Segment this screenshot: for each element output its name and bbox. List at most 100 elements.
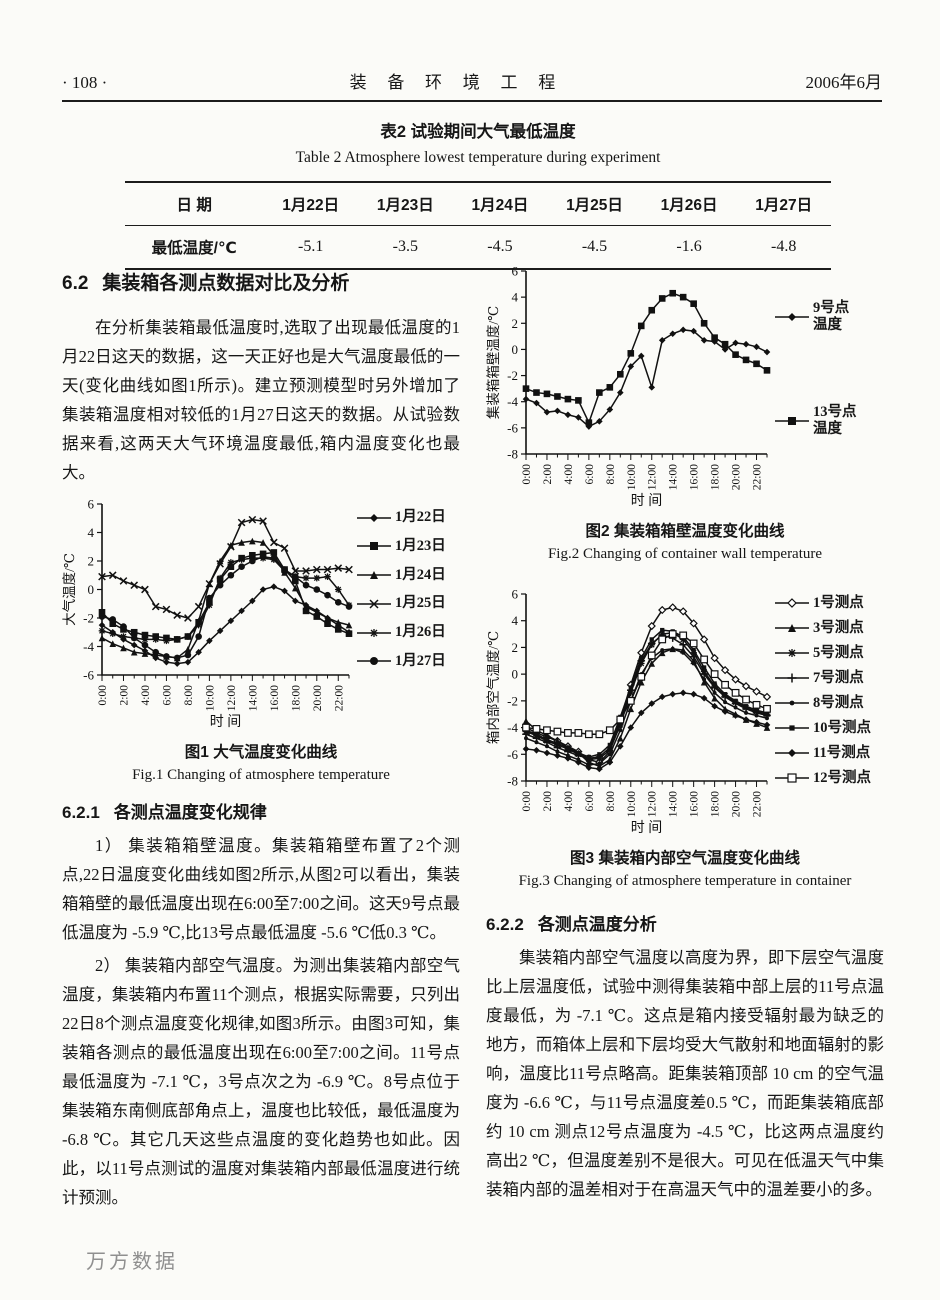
svg-text:-4: -4 [507,720,518,735]
svg-text:-8: -8 [507,774,518,789]
legend-item: 12号测点 [774,770,882,787]
svg-text:-4: -4 [83,639,94,654]
svg-text:22:00: 22:00 [752,791,764,817]
section-number: 6.2.2 [486,915,524,934]
table-header-cell: 1月26日 [660,197,718,214]
legend-label: 8号测点 [813,694,864,711]
figure2-chart: -8 -6 -4 -2 0 2 4 6 0:00 2:00 4:00 6:00 8:00 10:00 12:… [486,262,774,515]
legend-label: 7号测点 [813,669,864,686]
legend-marker-icon [357,571,391,580]
svg-text:12:00: 12:00 [647,464,659,490]
legend-item: 1月24日 [356,567,456,584]
table-header-cell: 1月23日 [376,197,434,214]
series-9号点温度 [522,326,771,430]
svg-text:14:00: 14:00 [668,464,680,490]
svg-text:8:00: 8:00 [605,464,617,485]
legend-item: 1月25日 [356,595,456,612]
svg-text:时 间: 时 间 [210,714,242,730]
legend-item: 1号测点 [774,595,882,612]
svg-text:-4: -4 [507,394,518,409]
legend-item: 1月26日 [356,624,456,641]
section-6-2-1-paragraph-2: 2） 集装箱内部空气温度。为测出集装箱内部空气温度，集装箱内布置11个测点，根据… [62,956,460,1207]
legend-marker-icon [775,649,809,657]
svg-text:集装箱箱壁温度/℃: 集装箱箱壁温度/℃ [486,306,501,419]
svg-text:20:00: 20:00 [731,791,743,817]
legend-marker-icon [775,725,809,731]
legend-label: 1月23日 [395,537,446,554]
svg-text:0:00: 0:00 [521,464,533,485]
section-6-2-1-heading: 6.2.1 各测点温度变化规律 [62,798,460,823]
figure1-chart-row: -6 -4 -2 0 2 4 6 0:00 2:00 4:00 6:00 8:00 10:00 12:00… [62,495,460,736]
page-number: · 108 · [62,73,108,92]
svg-text:16:00: 16:00 [269,685,281,711]
svg-text:0: 0 [88,582,95,597]
svg-text:4:00: 4:00 [140,685,152,706]
svg-text:4:00: 4:00 [563,464,575,485]
svg-text:2: 2 [512,640,519,655]
legend-label: 1月25日 [395,595,446,612]
section-6-2-1-paragraph-1: 1） 集装箱箱壁温度。集装箱箱壁布置了2个测点,22日温度变化曲线如图2所示,从… [62,836,460,942]
svg-text:20:00: 20:00 [731,464,743,490]
svg-text:2: 2 [512,316,519,331]
legend-marker-icon [775,416,809,425]
svg-text:16:00: 16:00 [689,464,701,490]
legend-marker-icon [775,700,809,706]
legend-item: 1月22日 [356,509,456,526]
figure2-chart-row: -8 -6 -4 -2 0 2 4 6 0:00 2:00 4:00 6:00 8:00 10:00 12:… [486,262,884,515]
legend-marker-icon [775,312,809,321]
legend-item: 3号测点 [774,620,882,637]
table2: 日 期 1月22日 1月23日 1月24日 1月25日 1月26日 1月27日 最低温度/℃ -… [125,181,831,270]
svg-text:18:00: 18:00 [710,464,722,490]
table-header-cell: 1月22日 [282,197,340,214]
legend-label: 10号测点 [813,719,871,736]
table-cell: -4.8 [771,238,797,255]
svg-text:-6: -6 [83,668,94,683]
svg-text:10:00: 10:00 [626,464,638,490]
svg-text:6:00: 6:00 [161,685,173,706]
figure3-chart-svg: -8 -6 -4 -2 0 2 4 6 0:00 2:00 4:00 6:00 8:00 10:00 12:… [486,587,772,836]
figure3-caption: 图3 集装箱内部空气温度变化曲线 Fig.3 Changing of atmos… [486,846,884,890]
svg-text:2:00: 2:00 [118,685,130,706]
table-cell: -5.1 [298,238,324,255]
table-header-cell: 1月25日 [566,197,623,214]
svg-text:4: 4 [512,613,519,628]
figure1-chart: -6 -4 -2 0 2 4 6 0:00 2:00 4:00 6:00 8:00 10:00 12:00… [62,495,356,736]
svg-text:时 间: 时 间 [631,493,663,509]
legend-label: 1月22日 [395,509,446,525]
table-cell: -4.5 [581,238,608,255]
table2-title-en: Table 2 Atmosphere lowest temperature du… [295,149,661,166]
legend-marker-icon [775,598,809,608]
issue-date: 2006年6月 [805,73,882,92]
figure2-caption-en: Fig.2 Changing of container wall tempera… [547,546,823,562]
figure1-caption-zh: 图1 大气温度变化曲线 [184,744,338,761]
svg-text:18:00: 18:00 [710,791,722,817]
section-title: 各测点温度变化规律 [113,803,267,822]
section-6-2-2-paragraph: 集装箱内部空气温度以高度为界，即下层空气温度比上层温度低，试验中测得集装箱中部上… [486,948,884,1199]
table-cell: -4.5 [487,238,513,255]
section-number: 6.2.1 [62,803,100,822]
figure1-caption-en: Fig.1 Changing of atmosphere temperature [132,767,390,783]
legend-marker-icon [357,628,391,637]
figure2-caption-zh: 图2 集装箱箱壁温度变化曲线 [585,523,785,540]
svg-text:-6: -6 [507,747,518,762]
figure1: -6 -4 -2 0 2 4 6 0:00 2:00 4:00 6:00 8:00 10:00 12:00… [62,495,460,784]
figure3-chart: -8 -6 -4 -2 0 2 4 6 0:00 2:00 4:00 6:00 8:00 10:00 12:… [486,585,774,842]
section-6-2-2-heading: 6.2.2 各测点温度分析 [486,910,884,935]
legend-label: 11号测点 [813,744,871,761]
svg-text:22:00: 22:00 [333,685,345,711]
figure1-legend: 1月22日 1月23日 1月24日 1月25日 1月26日 1月27日 [356,495,456,736]
svg-text:22:00: 22:00 [752,464,764,490]
page-header: · 108 · 装 备 环 境 工 程 2006年6月 [62,68,882,93]
series-1月27日 [98,553,353,662]
body-columns: 6.2 集装箱各测点数据对比及分析 在分析集装箱最低温度时,选取了出现最低温度的1… [62,262,884,1216]
legend-label: 5号测点 [813,644,864,661]
legend-item: 8号测点 [774,695,882,712]
svg-text:6: 6 [88,497,95,512]
svg-text:4:00: 4:00 [563,791,575,812]
series-13号点温度 [522,289,771,426]
svg-text:14:00: 14:00 [668,791,680,817]
figure3: -8 -6 -4 -2 0 2 4 6 0:00 2:00 4:00 6:00 8:00 10:00 12:… [486,585,884,890]
svg-text:0:00: 0:00 [97,685,109,706]
legend-marker-icon [357,657,391,666]
legend-item: 10号测点 [774,720,882,737]
